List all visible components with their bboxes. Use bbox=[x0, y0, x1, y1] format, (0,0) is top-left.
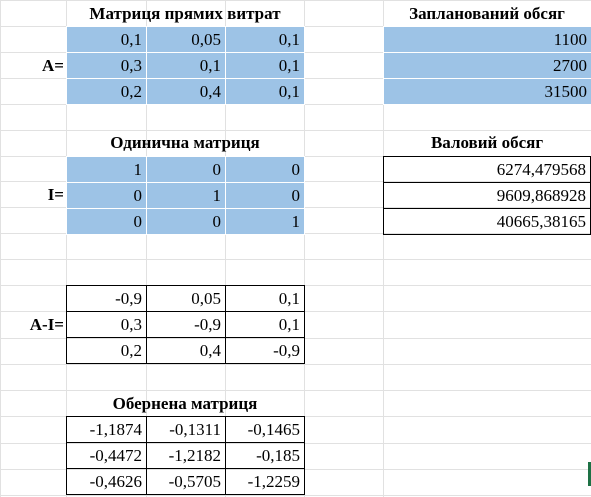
identity-matrix-cell[interactable]: 0 bbox=[225, 156, 305, 183]
gridline-horizontal bbox=[0, 495, 591, 496]
identity-matrix-cell[interactable]: 0 bbox=[146, 156, 226, 183]
inverse-matrix-cell[interactable]: -0,4626 bbox=[66, 468, 147, 495]
inverse-matrix-cell[interactable]: -0,4472 bbox=[66, 442, 147, 469]
direct-cost-matrix-cell[interactable]: 0,05 bbox=[146, 26, 226, 53]
a-minus-i-cell[interactable]: 0,1 bbox=[225, 311, 305, 338]
inverse-matrix-cell[interactable]: -1,1874 bbox=[66, 416, 147, 443]
gridline-horizontal bbox=[0, 0, 591, 1]
inverse-matrix-cell[interactable]: -0,1465 bbox=[225, 416, 305, 443]
a-minus-i-cell[interactable]: 0,2 bbox=[66, 337, 147, 364]
a-minus-i-cell[interactable]: -0,9 bbox=[66, 285, 147, 312]
identity-matrix-cell[interactable]: 0 bbox=[225, 182, 305, 209]
planned-volume-title: Запланований обсяг bbox=[383, 2, 591, 26]
inverse-matrix-cell[interactable]: -1,2259 bbox=[225, 468, 305, 495]
gross-volume-cell[interactable]: 9609,868928 bbox=[383, 182, 591, 209]
inverse-matrix-cell[interactable]: -1,2182 bbox=[146, 442, 226, 469]
gridline-horizontal bbox=[0, 259, 591, 260]
gross-volume-title: Валовий обсяг bbox=[383, 131, 591, 155]
direct-cost-matrix-cell[interactable]: 0,2 bbox=[66, 78, 147, 105]
inverse-matrix-cell[interactable]: -0,1311 bbox=[146, 416, 226, 443]
direct-cost-matrix-title: Матриця прямих витрат bbox=[66, 2, 304, 26]
gross-volume-cell[interactable]: 6274,479568 bbox=[383, 156, 591, 183]
direct-cost-matrix-cell[interactable]: 0,1 bbox=[146, 52, 226, 79]
gross-volume-cell[interactable]: 40665,38165 bbox=[383, 208, 591, 235]
direct-cost-matrix-cell[interactable]: 0,1 bbox=[66, 26, 147, 53]
identity-matrix-cell[interactable]: 0 bbox=[66, 182, 147, 209]
matrix-i-label: I= bbox=[0, 183, 64, 207]
identity-matrix-cell[interactable]: 0 bbox=[146, 208, 226, 235]
a-minus-i-cell[interactable]: 0,1 bbox=[225, 285, 305, 312]
direct-cost-matrix-cell[interactable]: 0,1 bbox=[225, 52, 305, 79]
gridline-horizontal bbox=[0, 364, 591, 365]
inverse-matrix-cell[interactable]: -0,185 bbox=[225, 442, 305, 469]
planned-volume-cell[interactable]: 31500 bbox=[383, 78, 591, 105]
inverse-matrix-title: Обернена матриця bbox=[66, 392, 304, 416]
a-minus-i-cell[interactable]: 0,4 bbox=[146, 337, 226, 364]
a-minus-i-cell[interactable]: 0,3 bbox=[66, 311, 147, 338]
a-minus-i-cell[interactable]: -0,9 bbox=[146, 311, 226, 338]
direct-cost-matrix-cell[interactable]: 0,1 bbox=[225, 26, 305, 53]
identity-matrix-cell[interactable]: 1 bbox=[66, 156, 147, 183]
identity-matrix-title: Одинична матриця bbox=[66, 131, 304, 155]
inverse-matrix-cell[interactable]: -0,5705 bbox=[146, 468, 226, 495]
planned-volume-cell[interactable]: 2700 bbox=[383, 52, 591, 79]
a-minus-i-cell[interactable]: 0,05 bbox=[146, 285, 226, 312]
planned-volume-cell[interactable]: 1100 bbox=[383, 26, 591, 53]
matrix-a-minus-i-label: A-I= bbox=[0, 313, 64, 337]
gridline-horizontal bbox=[0, 390, 591, 391]
direct-cost-matrix-cell[interactable]: 0,4 bbox=[146, 78, 226, 105]
direct-cost-matrix-cell[interactable]: 0,3 bbox=[66, 52, 147, 79]
direct-cost-matrix-cell[interactable]: 0,1 bbox=[225, 78, 305, 105]
identity-matrix-cell[interactable]: 1 bbox=[146, 182, 226, 209]
matrix-a-label: A= bbox=[0, 54, 64, 78]
identity-matrix-cell[interactable]: 0 bbox=[66, 208, 147, 235]
identity-matrix-cell[interactable]: 1 bbox=[225, 208, 305, 235]
a-minus-i-cell[interactable]: -0,9 bbox=[225, 337, 305, 364]
